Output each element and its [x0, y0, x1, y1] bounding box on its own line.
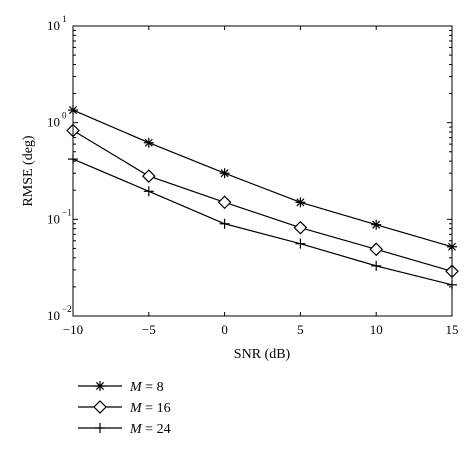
legend-label: M = 16: [129, 401, 171, 416]
marker-shape: [217, 195, 232, 210]
y-tick-label-exponent: 1: [62, 14, 67, 24]
marker-stroke: [95, 381, 105, 391]
data-point: [295, 238, 306, 249]
series-plus: [68, 154, 457, 290]
series-asterisk: [68, 105, 457, 252]
y-tick-label-exponent: 0: [62, 111, 67, 121]
data-point: [217, 195, 232, 210]
x-axis-label: SNR (dB): [234, 347, 291, 362]
y-tick-label: 10 −2: [47, 304, 72, 323]
legend-entry: M = 24: [78, 422, 171, 437]
marker-stroke: [144, 138, 153, 147]
data-point: [143, 137, 154, 148]
data-point: [295, 197, 306, 208]
y-tick-label: 10 0: [47, 111, 67, 130]
data-point: [371, 260, 382, 271]
data-point: [369, 242, 384, 257]
marker-shape: [293, 220, 308, 235]
y-tick-label-base: 10: [47, 115, 60, 130]
series-layer: [66, 105, 459, 290]
y-tick-label-base: 10: [47, 18, 60, 33]
y-tick-label: 10 1: [47, 14, 67, 33]
marker-stroke: [296, 198, 305, 207]
data-point: [219, 218, 230, 229]
series-diamond: [66, 123, 459, 279]
marker-shape: [141, 169, 156, 183]
marker-stroke: [220, 169, 229, 178]
legend-label: M = 24: [129, 422, 171, 437]
marker-shape: [93, 400, 107, 414]
y-tick-label-exponent: −1: [62, 207, 72, 217]
marker-stroke: [372, 220, 381, 229]
legend-entry: M = 8: [78, 380, 164, 395]
legend-marker: [93, 400, 107, 414]
legend-marker: [95, 423, 105, 433]
marker-shape: [369, 242, 384, 257]
y-tick-label-base: 10: [47, 308, 60, 323]
x-tick-label: −5: [142, 322, 156, 337]
x-tick-label: 0: [221, 322, 228, 337]
y-tick-label: 10 −1: [47, 207, 72, 226]
x-tick-label: 10: [370, 322, 383, 337]
y-tick-label-exponent: −2: [62, 304, 72, 314]
legend-entry: M = 16: [78, 400, 171, 416]
series-line: [72, 129, 453, 272]
data-point: [141, 169, 156, 183]
legend-label: M = 8: [129, 380, 164, 395]
y-tick-label-base: 10: [47, 211, 60, 226]
data-point: [219, 168, 230, 179]
legend-marker: [95, 381, 105, 391]
data-point: [371, 219, 382, 230]
y-axis-label: RMSE (deg): [21, 135, 36, 207]
data-point: [293, 220, 308, 235]
series-line: [72, 158, 453, 286]
data-point: [143, 186, 154, 197]
plot-frame: [72, 25, 453, 317]
x-tick-label: −10: [63, 322, 83, 337]
x-tick-label: 15: [446, 322, 459, 337]
x-tick-label: 5: [297, 322, 304, 337]
legend: M = 8 M = 16 M = 24: [78, 380, 171, 437]
ticks-layer: [72, 25, 453, 317]
series-line: [72, 109, 453, 248]
